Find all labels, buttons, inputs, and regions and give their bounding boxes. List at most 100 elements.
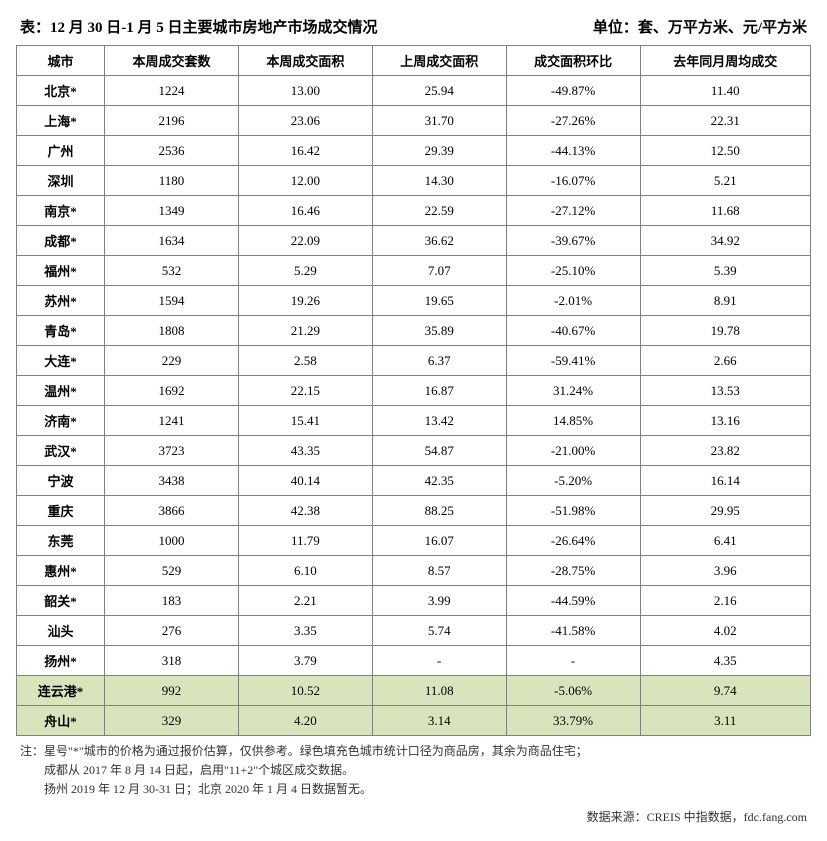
table-cell: 22.31 [640,106,811,136]
table-cell: 4.35 [640,646,811,676]
table-cell: 温州* [17,376,105,406]
table-body: 北京*122413.0025.94-49.87%11.40上海*219623.0… [17,76,811,736]
table-cell: 31.24% [506,376,640,406]
table-cell: 992 [105,676,239,706]
table-row: 苏州*159419.2619.65-2.01%8.91 [17,286,811,316]
table-cell: 10.52 [238,676,372,706]
table-cell: - [372,646,506,676]
table-cell: 舟山* [17,706,105,736]
table-cell: -27.12% [506,196,640,226]
table-cell: 深圳 [17,166,105,196]
table-cell: 31.70 [372,106,506,136]
table-cell: -51.98% [506,496,640,526]
table-row: 惠州*5296.108.57-28.75%3.96 [17,556,811,586]
table-cell: -44.13% [506,136,640,166]
table-cell: 3866 [105,496,239,526]
footnotes: 注：星号"*"城市的价格为通过报价估算，仅供参考。绿色填充色城市统计口径为商品房… [16,742,811,800]
table-cell: -59.41% [506,346,640,376]
data-source: 数据来源：CREIS 中指数据，fdc.fang.com [16,808,811,825]
table-cell: 2.66 [640,346,811,376]
table-cell: 35.89 [372,316,506,346]
table-header-row: 城市本周成交套数本周成交面积上周成交面积成交面积环比去年同月周均成交 [17,46,811,76]
table-cell: 19.65 [372,286,506,316]
col-header: 城市 [17,46,105,76]
table-cell: -41.58% [506,616,640,646]
table-cell: 183 [105,586,239,616]
table-cell: 8.57 [372,556,506,586]
table-cell: 529 [105,556,239,586]
table-cell: 1180 [105,166,239,196]
table-cell: 40.14 [238,466,372,496]
table-cell: 武汉* [17,436,105,466]
table-cell: 33.79% [506,706,640,736]
table-cell: 13.53 [640,376,811,406]
table-cell: -5.06% [506,676,640,706]
table-cell: 6.37 [372,346,506,376]
table-cell: 青岛* [17,316,105,346]
table-cell: 4.02 [640,616,811,646]
table-cell: 1241 [105,406,239,436]
table-row: 福州*5325.297.07-25.10%5.39 [17,256,811,286]
table-row: 南京*134916.4622.59-27.12%11.68 [17,196,811,226]
table-cell: 43.35 [238,436,372,466]
table-cell: 13.00 [238,76,372,106]
table-cell: 14.85% [506,406,640,436]
col-header: 本周成交面积 [238,46,372,76]
table-cell: 3.11 [640,706,811,736]
table-cell: 13.16 [640,406,811,436]
table-cell: -2.01% [506,286,640,316]
table-cell: 5.39 [640,256,811,286]
table-row: 连云港*99210.5211.08-5.06%9.74 [17,676,811,706]
table-cell: 6.41 [640,526,811,556]
table-cell: 19.78 [640,316,811,346]
table-cell: 苏州* [17,286,105,316]
table-cell: 16.46 [238,196,372,226]
table-row: 成都*163422.0936.62-39.67%34.92 [17,226,811,256]
table-row: 济南*124115.4113.4214.85%13.16 [17,406,811,436]
table-cell: 1808 [105,316,239,346]
table-cell: 22.15 [238,376,372,406]
table-cell: 5.29 [238,256,372,286]
table-cell: 韶关* [17,586,105,616]
table-cell: 3438 [105,466,239,496]
table-cell: 3.14 [372,706,506,736]
col-header: 去年同月周均成交 [640,46,811,76]
table-cell: 54.87 [372,436,506,466]
col-header: 成交面积环比 [506,46,640,76]
table-cell: -5.20% [506,466,640,496]
table-row: 重庆386642.3888.25-51.98%29.95 [17,496,811,526]
table-cell: 5.74 [372,616,506,646]
table-cell: 成都* [17,226,105,256]
table-cell: 229 [105,346,239,376]
table-row: 大连*2292.586.37-59.41%2.66 [17,346,811,376]
table-cell: 22.59 [372,196,506,226]
table-cell: 2196 [105,106,239,136]
table-cell: 3.35 [238,616,372,646]
table-cell: 8.91 [640,286,811,316]
table-cell: 1224 [105,76,239,106]
table-cell: 16.42 [238,136,372,166]
table-cell: 7.07 [372,256,506,286]
table-cell: 16.07 [372,526,506,556]
table-cell: -40.67% [506,316,640,346]
table-row: 温州*169222.1516.8731.24%13.53 [17,376,811,406]
table-cell: 11.68 [640,196,811,226]
table-cell: 29.95 [640,496,811,526]
table-cell: 3.96 [640,556,811,586]
table-cell: 3.99 [372,586,506,616]
table-row: 韶关*1832.213.99-44.59%2.16 [17,586,811,616]
table-cell: 1349 [105,196,239,226]
table-cell: 9.74 [640,676,811,706]
col-header: 上周成交面积 [372,46,506,76]
table-cell: -28.75% [506,556,640,586]
table-cell: 19.26 [238,286,372,316]
table-cell: -16.07% [506,166,640,196]
table-cell: 21.29 [238,316,372,346]
table-cell: 29.39 [372,136,506,166]
table-cell: 318 [105,646,239,676]
table-cell: 2.21 [238,586,372,616]
table-cell: -44.59% [506,586,640,616]
table-cell: 北京* [17,76,105,106]
table-cell: 6.10 [238,556,372,586]
footnote-line: 扬州 2019 年 12 月 30-31 日；北京 2020 年 1 月 4 日… [20,780,811,799]
